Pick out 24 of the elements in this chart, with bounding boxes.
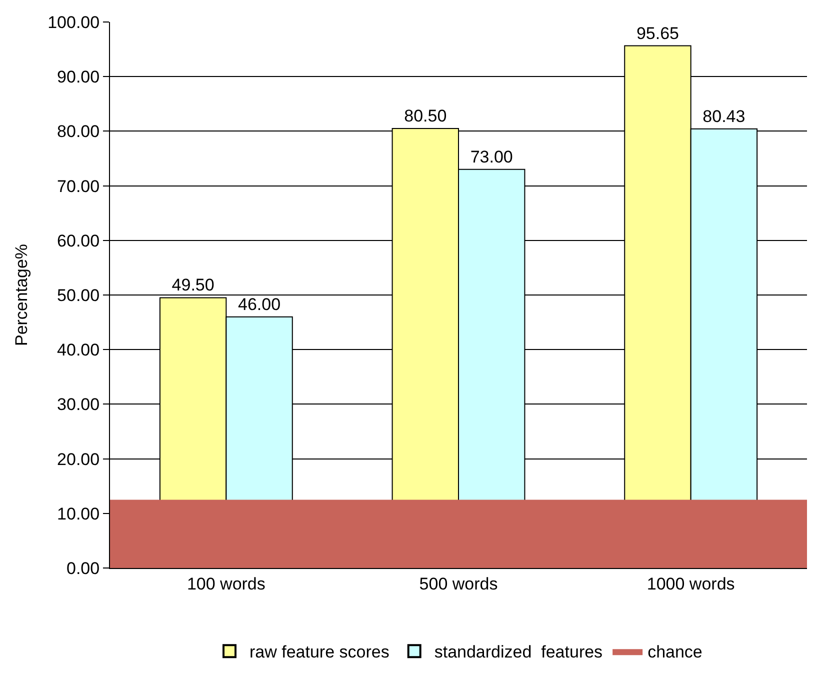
legend-label: standardized features	[434, 642, 603, 662]
legend-label: chance	[648, 642, 702, 662]
text: 95.65	[636, 24, 679, 43]
y-tick-label: 20.00	[57, 450, 100, 469]
y-tick-label: 60.00	[57, 231, 100, 250]
text: 49.50	[172, 276, 214, 295]
text: 80.43	[702, 106, 746, 126]
text: 46.00	[238, 294, 281, 314]
y-tick-label: 70.00	[57, 176, 100, 196]
x-tick-label: 100 words	[186, 574, 266, 594]
y-tick-label: 30.00	[57, 395, 100, 414]
y-tick-label: 50.00	[57, 286, 100, 305]
x-tick-label: 1000 words	[646, 574, 735, 594]
x-tick-label: 500 words	[419, 574, 498, 594]
text: 73.00	[470, 147, 513, 166]
y-tick-label: 10.00	[57, 504, 100, 524]
y-tick-label: 90.00	[57, 68, 100, 87]
legend-label: raw feature scores	[250, 642, 390, 662]
y-tick-label: 0.00	[66, 558, 100, 578]
y-tick-label: 80.00	[57, 122, 100, 142]
y-axis-title: Percentage%	[12, 244, 32, 346]
y-tick-label: 100.00	[48, 12, 100, 32]
y-tick-label: 40.00	[57, 340, 100, 360]
text: 80.50	[404, 106, 447, 126]
